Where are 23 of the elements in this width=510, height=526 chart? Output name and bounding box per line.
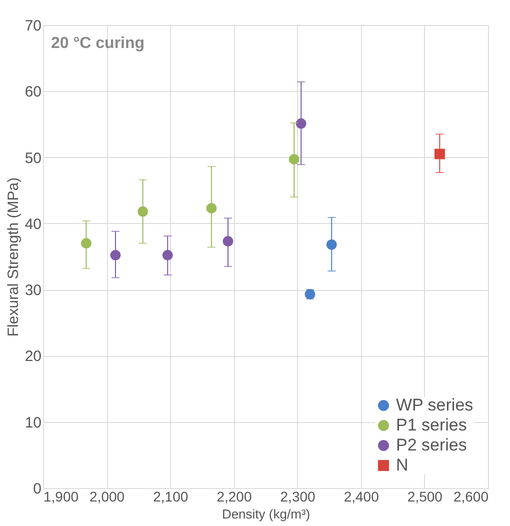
y-tick-label: 40 <box>24 216 42 233</box>
legend-label: P2 series <box>396 436 467 454</box>
x-tick-label: 2,500 <box>407 488 443 504</box>
y-tick-label: 20 <box>24 348 42 366</box>
y-tick-label: 50 <box>24 150 42 167</box>
x-tick-label: 2,600 <box>453 488 489 504</box>
legend-label: P1 series <box>396 416 467 434</box>
x-axis-title: Density (kg/m³) <box>222 506 310 522</box>
y-tick-label: 0 <box>33 480 42 498</box>
legend-label: N <box>396 456 408 474</box>
y-tick-label: 60 <box>24 84 42 101</box>
x-tick-label: 2,000 <box>90 488 125 504</box>
annotation: 20 °C curing <box>51 35 145 52</box>
y-tick-label: 70 <box>24 18 42 34</box>
x-tick-label: 2,400 <box>344 488 380 504</box>
legend-label: WP series <box>396 396 474 414</box>
x-tick-label: 2,100 <box>153 488 188 504</box>
y-tick-label: 10 <box>24 414 42 432</box>
y-axis-title: Flexural Strength (MPa) <box>4 177 22 337</box>
y-tick-label: 30 <box>24 282 42 300</box>
x-tick-label: 1,900 <box>44 488 79 504</box>
x-tick-label: 2,200 <box>216 488 252 504</box>
x-tick-label: 2,300 <box>280 488 316 504</box>
